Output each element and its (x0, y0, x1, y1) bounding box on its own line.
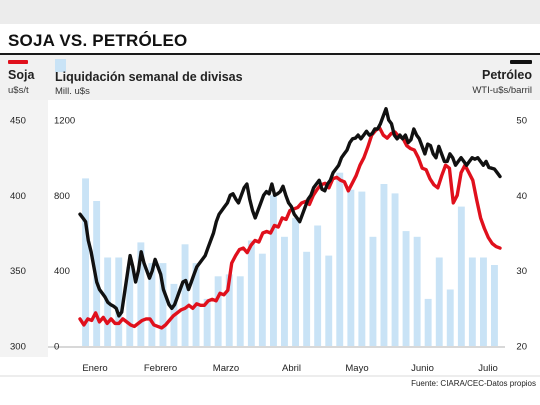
liquidacion-bar (82, 178, 89, 346)
liquidacion-bar (391, 193, 399, 346)
liquidacion-bar (468, 257, 476, 346)
liquidacion-bar (358, 191, 366, 346)
liquidacion-bar (491, 265, 498, 346)
source-note: Fuente: CIARA/CEC-Datos propios (411, 379, 536, 388)
liquidacion-legend-label: Liquidación semanal de divisas (55, 70, 243, 84)
soja-axis-tick: 300 (10, 342, 26, 353)
liquidacion-bar (115, 257, 123, 346)
month-label: Mayo (345, 363, 368, 374)
liquidacion-bar (480, 257, 487, 346)
legend-band (0, 55, 540, 100)
soja-line (78, 125, 502, 330)
liquidacion-axis-tick: 1200 (54, 116, 75, 127)
month-label: Abril (282, 363, 301, 374)
liquidacion-bar (369, 236, 377, 346)
liquidacion-bar (270, 195, 277, 346)
liquidacion-bar (435, 257, 443, 346)
month-label: Enero (82, 363, 107, 374)
liquidacion-bar (214, 276, 222, 346)
liquidacion-bar (413, 236, 421, 346)
liquidacion-bar (325, 255, 333, 346)
liquidacion-bar (424, 298, 432, 346)
soja-legend-label: Soja (8, 68, 35, 82)
petroleo-line (78, 106, 502, 318)
liquidacion-bar (446, 289, 454, 346)
petroleo-axis-tick: 50 (516, 116, 527, 127)
left-axis-panel (0, 100, 48, 357)
soja-axis-tick: 450 (10, 116, 26, 127)
liquidacion-axis-tick: 800 (54, 191, 70, 202)
liquidacion-bar (303, 251, 311, 346)
liquidacion-bar (236, 276, 244, 346)
liquidacion-axis-tick: 400 (54, 266, 70, 277)
liquidacion-bar (181, 244, 189, 346)
petroleo-axis-tick: 30 (516, 266, 527, 277)
petroleo-legend-marker (510, 60, 532, 64)
petroleo-legend-label: Petróleo (481, 68, 532, 82)
liquidacion-bar (148, 263, 156, 346)
month-label: Marzo (213, 363, 239, 374)
liquidacion-bar (258, 253, 266, 346)
liquidacion-bar (314, 225, 322, 346)
month-label: Junio (411, 363, 434, 374)
soja-axis-tick: 350 (10, 266, 26, 277)
liquidacion-bar (380, 184, 388, 346)
liquidacion-unit-label: Mill. u$s (55, 86, 90, 97)
liquidacion-bar (137, 242, 145, 346)
chart-title: SOJA VS. PETRÓLEO (8, 31, 188, 50)
liquidacion-bar (457, 206, 465, 346)
liquidacion-bar (347, 189, 355, 346)
liquidacion-axis-tick: 0 (54, 342, 59, 353)
liquidacion-bar (159, 263, 167, 346)
month-label: Julio (478, 363, 498, 374)
top-stripe (0, 0, 540, 24)
liquidacion-bar (225, 274, 233, 346)
soja-unit-label: u$s/t (8, 85, 29, 96)
petroleo-axis-tick: 20 (516, 342, 527, 353)
petroleo-axis-tick: 40 (516, 191, 527, 202)
liquidacion-bar (126, 266, 134, 346)
liquidacion-bar (203, 298, 211, 346)
liquidacion-bar (292, 217, 299, 346)
petroleo-unit-label: WTI-u$s/barril (472, 85, 532, 96)
liquidacion-legend-marker (55, 59, 66, 72)
soja-axis-tick: 400 (10, 191, 26, 202)
liquidacion-bar (336, 172, 344, 346)
liquidacion-bar (402, 231, 410, 346)
title-rule (0, 53, 540, 55)
liquidacion-bar (281, 236, 288, 346)
liquidacion-bar (247, 240, 255, 346)
month-label: Febrero (144, 363, 177, 374)
soja-legend-marker (8, 60, 28, 64)
